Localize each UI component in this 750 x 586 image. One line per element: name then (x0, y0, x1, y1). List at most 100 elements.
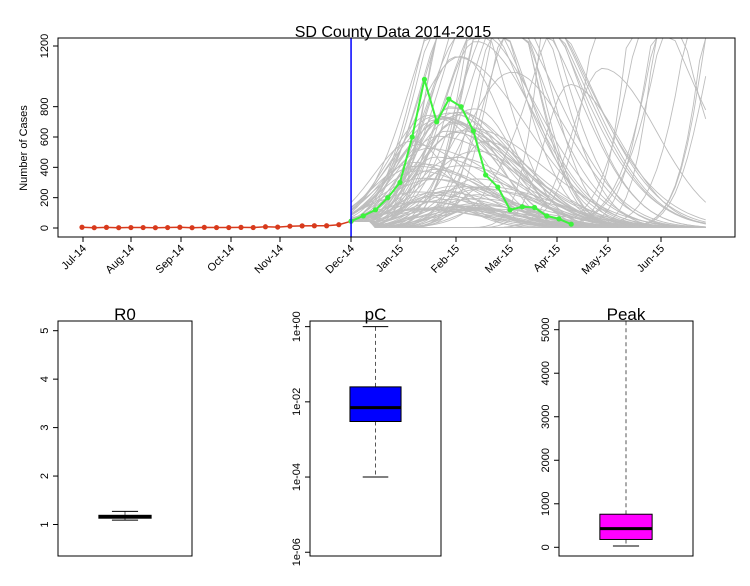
early-data-point (103, 224, 110, 230)
x-axis-ticks: Jul-14 Aug-14 Sep-14 Oct-14 Nov-14 Dec-14 Jan-… (59, 237, 667, 277)
timeseries-plot-frame (57, 37, 736, 238)
y-tick-label: 800 (39, 97, 51, 115)
early-data-point (177, 224, 183, 230)
x-tick-label: May-15 (580, 243, 614, 277)
y-axis-ticks: 0 200 400 600 800 1200 (39, 34, 58, 231)
x-tick-label: Dec-14 (324, 243, 358, 277)
x-tick-label: Mar-15 (483, 243, 516, 276)
observed-data-point (568, 221, 574, 227)
timeseries-panel: Jul-14 Aug-14 Sep-14 Oct-14 Nov-14 Dec-14 Jan-… (18, 24, 736, 277)
timeseries-y-axis-label: Number of Cases (18, 105, 30, 191)
projection-curve (351, 38, 706, 228)
y-tick-label: 200 (39, 188, 51, 206)
observed-data-point (409, 134, 415, 140)
observed-data-point (458, 104, 464, 110)
boxplot-title: Peak (607, 305, 646, 324)
projection-curve (350, 38, 706, 228)
projection-curve (350, 115, 706, 228)
x-tick-label: Nov-14 (253, 243, 287, 277)
early-data-point (189, 225, 195, 231)
projection-curve (351, 38, 706, 228)
early-data-point (201, 224, 207, 230)
boxplot-y-tick-label: 2 (39, 473, 51, 479)
projection-curve (351, 38, 706, 228)
boxplot-frame (309, 320, 442, 557)
boxplot-y-tick-label: 1e-04 (291, 463, 303, 491)
observed-data-point (446, 96, 452, 102)
boxplot-y-tick-label: 5 (39, 328, 51, 334)
boxplot-y-tick-label: 4 (39, 376, 51, 382)
x-tick-label: Apr-15 (531, 243, 563, 275)
boxplot-title: R0 (114, 305, 136, 324)
observed-data-point (360, 213, 366, 219)
pc-boxplot-panel: pC 1e-06 1e-04 1e-02 1e+00 (291, 305, 442, 566)
boxplot-title: pC (365, 305, 387, 324)
x-tick-label: Jul-14 (59, 243, 89, 273)
early-data-point (238, 224, 244, 230)
projection-curve (350, 178, 706, 228)
projection-curve (351, 38, 706, 228)
observed-data-point (544, 213, 550, 219)
projection-curve (351, 186, 706, 228)
y-tick-label: 400 (39, 158, 51, 176)
early-data-point (311, 223, 317, 229)
early-data-point (336, 222, 342, 228)
x-tick-label: Jun-15 (635, 243, 667, 275)
boxplot-y-tick-label: 1e+00 (291, 311, 303, 342)
projection-curves (350, 38, 707, 228)
early-data-point (275, 224, 281, 230)
boxplot-y-tick-label: 0 (540, 544, 552, 550)
observed-data-point (372, 207, 379, 213)
y-tick-label: 600 (39, 128, 51, 146)
projection-curve (351, 38, 706, 225)
early-series (79, 218, 354, 231)
early-data-point (287, 223, 293, 229)
boxplot-y-tick-label: 1e-02 (291, 388, 303, 416)
x-tick-label: Oct-14 (205, 243, 237, 275)
early-data-point (213, 224, 220, 231)
observed-series (348, 76, 574, 227)
early-data-point (116, 225, 122, 231)
r0-boxplot-panel: R0 1 2 3 4 5 (39, 305, 193, 557)
boxplot-box (599, 513, 653, 540)
observed-data-point (556, 216, 562, 222)
observed-data-point (495, 184, 501, 190)
boxplot-y-tick-label: 1e-06 (291, 538, 303, 566)
boxplot-y-tick-label: 3 (39, 425, 51, 431)
early-data-point (299, 223, 305, 229)
projection-curve (350, 38, 706, 224)
boxplot-y-tick-label: 2000 (540, 448, 552, 472)
observed-data-point (519, 204, 525, 210)
x-tick-label: Sep-14 (154, 243, 188, 277)
early-data-point (91, 225, 97, 231)
projection-curve (351, 38, 706, 228)
early-data-point (140, 224, 146, 231)
observed-data-point (531, 204, 538, 211)
boxplot-y-tick-label: 3000 (540, 404, 552, 428)
early-data-point (128, 224, 134, 231)
boxplot-y-tick-label: 1 (39, 521, 51, 527)
early-data-point (250, 224, 256, 231)
observed-data-point (385, 195, 391, 201)
x-tick-label: Jan-15 (374, 243, 406, 275)
y-tick-label: 0 (39, 225, 51, 231)
boxplot-frame (57, 320, 193, 557)
boxplot-y-tick-label: 4000 (540, 361, 552, 385)
observed-data-point (421, 76, 428, 82)
timeseries-title: SD County Data 2014-2015 (295, 24, 492, 41)
observed-data-point (434, 119, 440, 125)
y-tick-label: 1200 (39, 34, 51, 58)
early-data-point (324, 223, 330, 229)
x-tick-label: Feb-15 (429, 243, 462, 276)
early-data-point (165, 224, 171, 231)
early-data-point (226, 224, 232, 231)
early-data-point (262, 224, 269, 230)
early-data-point (79, 224, 85, 230)
observed-data-point (507, 207, 513, 213)
boxplot-box (349, 386, 402, 423)
observed-data-point (482, 172, 489, 178)
observed-data-point (470, 128, 476, 134)
early-data-point (152, 225, 158, 231)
peak-boxplot-panel: Peak 0 1000 2000 3000 4000 5000 (540, 305, 694, 557)
